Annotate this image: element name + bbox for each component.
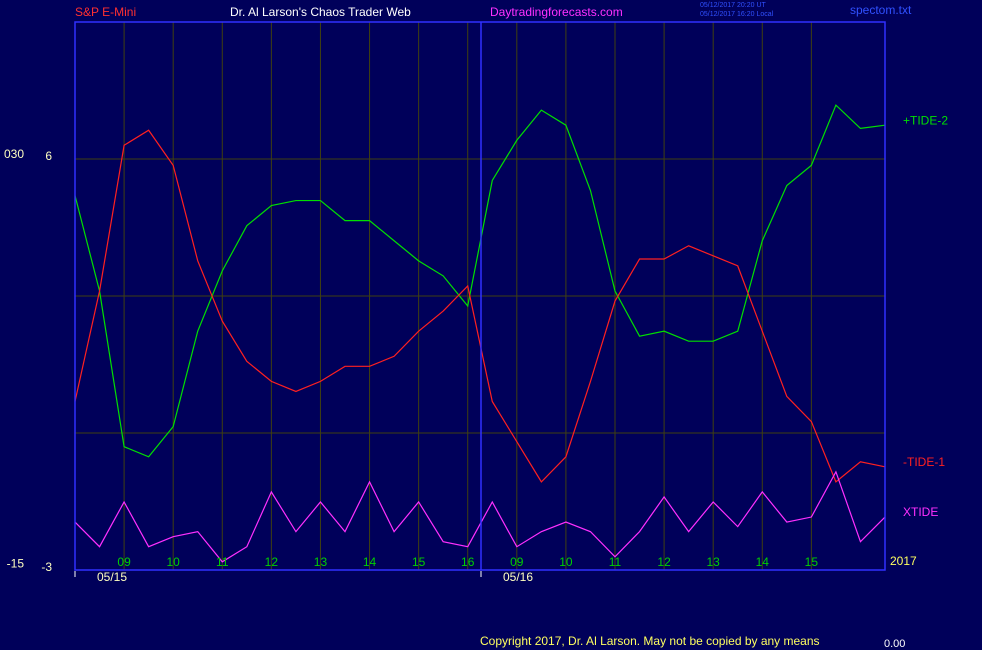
x-tick-label: 11 bbox=[609, 555, 622, 569]
legend-label: +TIDE-2 bbox=[903, 113, 948, 127]
plot-border bbox=[74, 21, 886, 571]
timestamp: 05/12/2017 16:20 Local bbox=[700, 11, 774, 18]
grid bbox=[75, 22, 885, 570]
x-tick-label: 16 bbox=[461, 555, 475, 569]
day-label: 05/16 bbox=[503, 570, 533, 584]
y-tick-label: -3 bbox=[41, 560, 52, 574]
x-tick-label: 15 bbox=[805, 555, 819, 569]
x-tick-label: 13 bbox=[707, 555, 721, 569]
y2-tick-label: 030 bbox=[4, 147, 24, 161]
day-label: 05/15 bbox=[97, 570, 127, 584]
series-line bbox=[74, 104, 886, 458]
y2-tick-label: -15 bbox=[7, 557, 25, 571]
file-name: spectom.txt bbox=[850, 3, 912, 17]
x-tick-label: 15 bbox=[412, 555, 426, 569]
copyright: Copyright 2017, Dr. Al Larson. May not b… bbox=[480, 634, 820, 648]
x-tick-label: 10 bbox=[559, 555, 573, 569]
timestamp: 05/12/2017 20:20 UT bbox=[700, 2, 766, 9]
x-tick-label: 14 bbox=[363, 555, 377, 569]
x-tick-label: 09 bbox=[117, 555, 131, 569]
site-url: Daytradingforecasts.com bbox=[490, 5, 623, 19]
x-tick-label: 14 bbox=[756, 555, 770, 569]
y-tick-label: 6 bbox=[45, 149, 52, 163]
series-line bbox=[74, 470, 886, 563]
site-title: Dr. Al Larson's Chaos Trader Web bbox=[230, 5, 411, 19]
x-tick-label: 12 bbox=[657, 555, 671, 569]
x-tick-label: 13 bbox=[314, 555, 328, 569]
x-tick-label: 10 bbox=[167, 555, 181, 569]
legend-label: XTIDE bbox=[903, 505, 938, 519]
legend-label: -TIDE-1 bbox=[903, 455, 945, 469]
x-tick-label: 12 bbox=[265, 555, 279, 569]
lines bbox=[74, 104, 886, 563]
series-line bbox=[74, 129, 886, 483]
symbol: S&P E-Mini bbox=[75, 5, 136, 19]
x-tick-label: 11 bbox=[216, 555, 229, 569]
year: 2017 bbox=[890, 554, 917, 568]
x-tick-label: 09 bbox=[510, 555, 524, 569]
footer-value: 0.00 bbox=[884, 638, 905, 650]
